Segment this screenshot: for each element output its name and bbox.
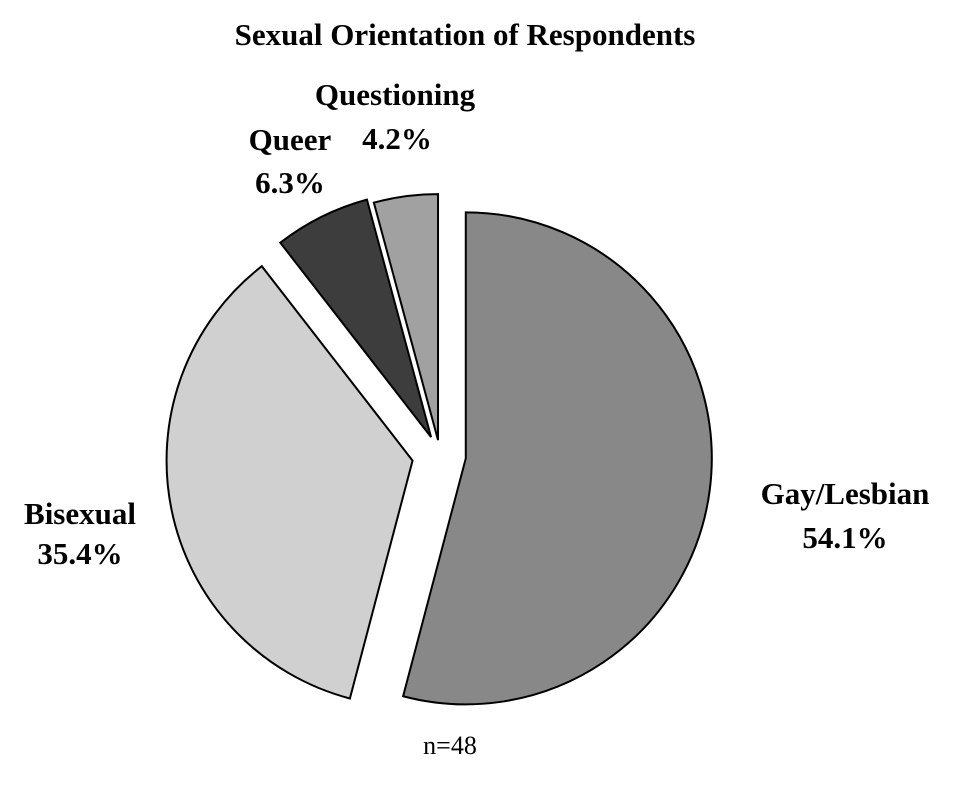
slice-value-label: 35.4%: [37, 536, 122, 571]
sample-note: n=48: [423, 731, 477, 760]
pie-slice: [401, 211, 713, 706]
slice-value-label: 54.1%: [802, 520, 887, 555]
slice-label: Gay/Lesbian: [761, 476, 930, 511]
slice-label: Questioning: [315, 77, 476, 112]
slice-value-label: 4.2%: [362, 121, 432, 156]
slice-label: Queer: [249, 122, 332, 157]
slice-label: Bisexual: [24, 496, 136, 531]
chart-title: Sexual Orientation of Respondents: [235, 17, 696, 52]
slice-value-label: 6.3%: [255, 165, 325, 200]
pie-slice: [278, 198, 433, 438]
pie-slice: [372, 193, 440, 441]
pie-slice: [165, 264, 414, 700]
